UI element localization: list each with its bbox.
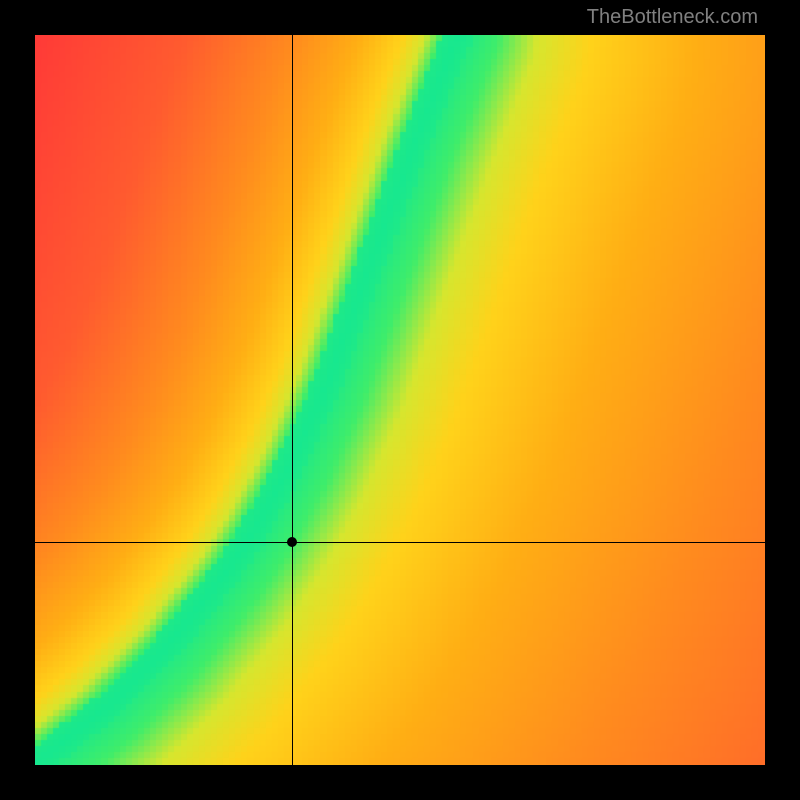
bottleneck-heatmap	[35, 35, 765, 765]
crosshair-horizontal	[35, 542, 765, 543]
marker-dot	[287, 537, 297, 547]
heatmap-canvas	[35, 35, 765, 765]
watermark-text: TheBottleneck.com	[587, 6, 758, 29]
crosshair-vertical	[292, 35, 293, 765]
